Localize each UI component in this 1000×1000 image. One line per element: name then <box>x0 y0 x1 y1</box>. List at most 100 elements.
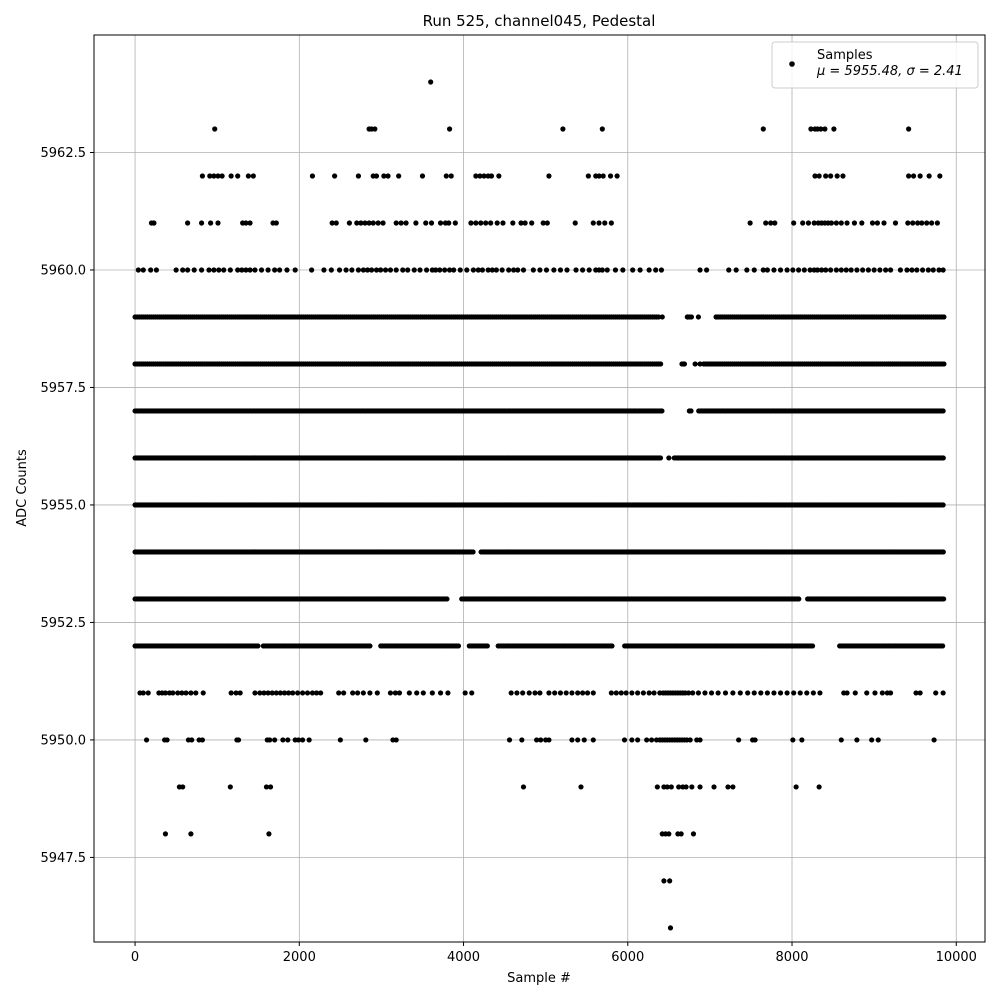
data-point <box>811 220 817 226</box>
data-point <box>363 737 369 743</box>
data-point <box>419 173 426 179</box>
data-point <box>336 690 342 696</box>
data-point <box>596 220 602 226</box>
data-point <box>823 267 829 273</box>
data-point <box>276 267 283 273</box>
data-point <box>796 596 802 602</box>
data-point <box>702 690 708 696</box>
data-point <box>941 361 947 367</box>
data-point <box>872 690 878 696</box>
data-point <box>423 267 430 273</box>
data-point <box>810 690 816 696</box>
data-point <box>814 267 821 273</box>
data-point <box>609 643 615 649</box>
data-point <box>608 220 614 226</box>
data-point <box>309 267 315 273</box>
data-point <box>917 690 923 696</box>
data-point <box>538 737 544 743</box>
data-point <box>854 267 860 273</box>
data-point <box>546 737 552 743</box>
data-point <box>366 220 372 226</box>
data-point <box>437 267 443 273</box>
data-point <box>500 220 506 226</box>
data-point <box>237 690 243 696</box>
data-point <box>690 690 696 696</box>
data-point <box>833 220 839 226</box>
data-point <box>801 267 807 273</box>
data-point <box>475 267 481 273</box>
data-point <box>215 173 221 179</box>
data-point <box>355 267 362 273</box>
data-point <box>552 690 558 696</box>
data-point <box>843 267 849 273</box>
data-point <box>336 267 343 273</box>
data-point <box>940 643 946 649</box>
data-point <box>551 267 557 273</box>
data-point <box>370 220 376 226</box>
data-point <box>751 267 757 273</box>
data-point <box>860 267 866 273</box>
data-point <box>411 267 417 273</box>
data-point <box>654 784 660 790</box>
data-point <box>713 314 720 320</box>
data-point <box>414 690 420 696</box>
data-point <box>854 737 860 743</box>
data-point <box>777 690 784 696</box>
data-point <box>940 455 946 461</box>
data-point <box>791 690 797 696</box>
data-point <box>875 737 881 743</box>
data-point <box>494 220 500 226</box>
data-point <box>219 173 225 179</box>
data-point <box>937 173 943 179</box>
data-point <box>919 220 925 226</box>
data-point <box>795 267 802 273</box>
data-point <box>385 173 391 179</box>
data-point <box>520 784 527 790</box>
data-point <box>936 267 942 273</box>
data-point <box>519 737 525 743</box>
data-point <box>695 690 702 696</box>
data-point <box>784 690 790 696</box>
data-point <box>804 690 810 696</box>
data-point <box>290 690 296 696</box>
data-point <box>247 267 253 273</box>
data-point <box>760 267 766 273</box>
data-point <box>575 690 581 696</box>
data-point <box>445 690 451 696</box>
data-point <box>934 220 940 226</box>
data-point <box>584 690 591 696</box>
data-point <box>688 314 695 320</box>
data-point <box>464 267 470 273</box>
data-point <box>284 267 290 273</box>
data-point <box>360 690 366 696</box>
data-point <box>864 690 870 696</box>
data-point <box>685 314 691 320</box>
data-point <box>563 690 569 696</box>
grid <box>94 35 985 942</box>
data-point <box>468 220 474 226</box>
data-point <box>470 267 476 273</box>
data-point <box>200 690 206 696</box>
data-point <box>940 502 946 508</box>
data-point <box>506 267 512 273</box>
data-point <box>833 267 839 273</box>
data-point <box>661 878 667 884</box>
data-point <box>332 173 338 179</box>
data-point <box>807 267 813 273</box>
data-point <box>295 690 301 696</box>
data-point <box>637 267 643 273</box>
data-point <box>488 220 494 226</box>
data-point <box>848 267 854 273</box>
data-point <box>227 784 233 790</box>
data-point <box>333 220 339 226</box>
data-point <box>400 267 406 273</box>
data-point <box>931 737 937 743</box>
data-point <box>481 173 487 179</box>
data-point <box>437 690 444 696</box>
data-point <box>658 267 665 273</box>
data-point <box>933 690 939 696</box>
data-point <box>840 173 846 179</box>
data-point <box>451 267 457 273</box>
data-point <box>185 220 191 226</box>
